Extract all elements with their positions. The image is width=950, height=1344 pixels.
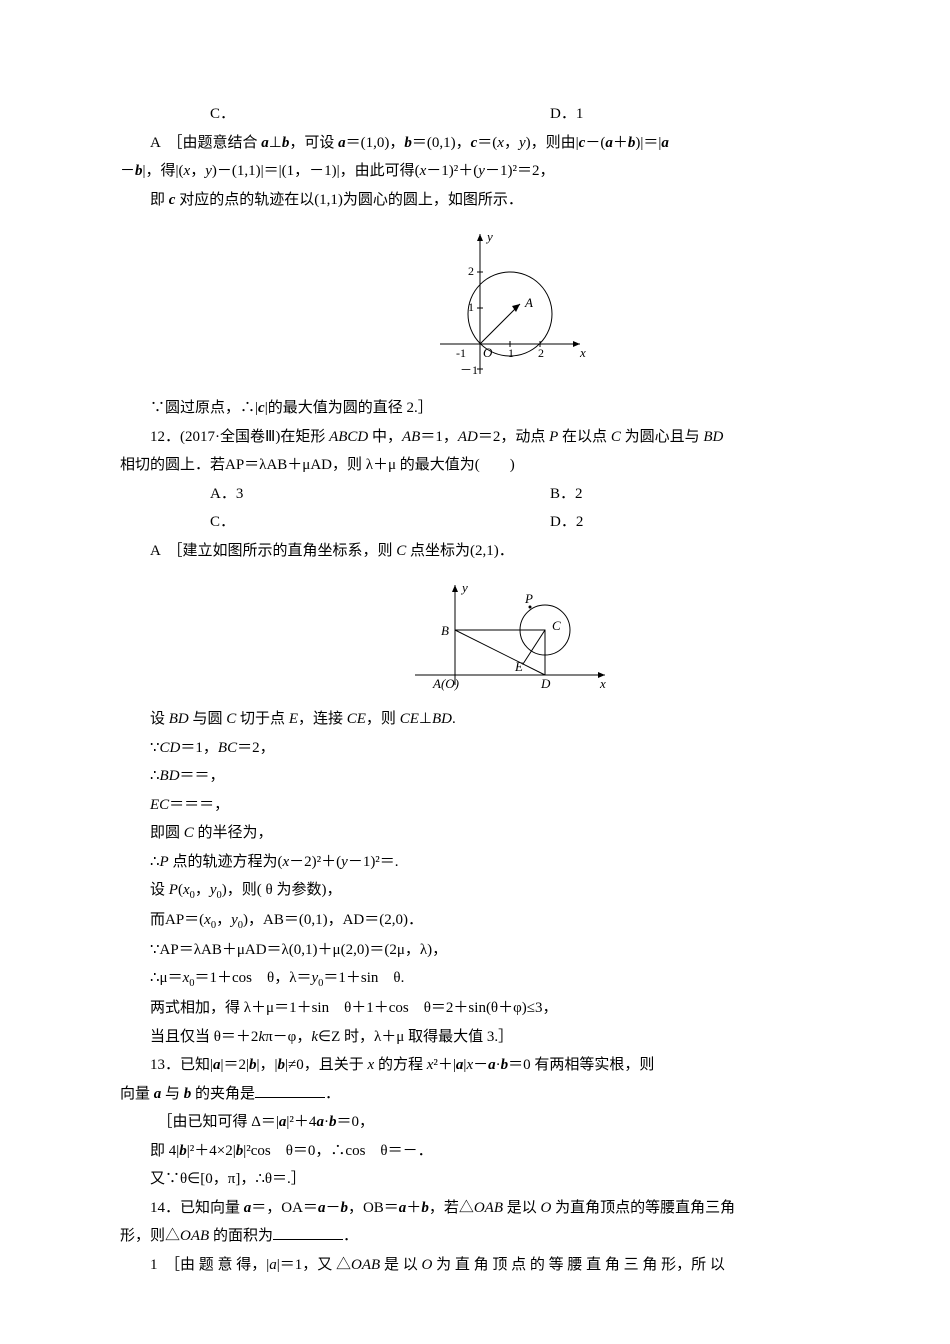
s12-l3: ∵CD＝1，BC＝2，: [120, 734, 890, 763]
s13-l2: 即 4|b|²＋4×2|b|²cos θ＝0，∴cos θ＝－．: [120, 1137, 890, 1166]
svg-text:B: B: [441, 623, 449, 638]
svg-text:E: E: [514, 659, 523, 674]
blank-13[interactable]: [255, 1082, 325, 1098]
svg-text:y: y: [485, 229, 493, 244]
svg-text:y: y: [460, 580, 468, 595]
s12-l4: ∴BD＝＝，: [120, 762, 890, 791]
s14-l1: 1 ［由 题 意 得，|a|＝1，又 △OAB 是 以 O 为 直 角 顶 点 …: [120, 1251, 890, 1280]
q12-option-c: C．: [120, 508, 550, 537]
s12-l8: 设 P(x0，y0)，则( θ 为参数)，: [120, 876, 890, 906]
question-14: 14．已知向量 a＝，OA＝a－b，OB＝a＋b，若△OAB 是以 O 为直角顶…: [120, 1194, 890, 1223]
s12-l6: 即圆 C 的半径为，: [120, 819, 890, 848]
solution-11-line1: A ［由题意结合 a⊥b，可设 a＝(1,0)，b＝(0,1)，c＝(x，y)，…: [120, 129, 890, 158]
figure-2: y x B P C A(O) E D: [120, 575, 890, 695]
svg-text:x: x: [599, 676, 606, 691]
question-12: 12．(2017·全国卷Ⅲ)在矩形 ABCD 中，AB＝1，AD＝2，动点 P …: [120, 423, 890, 452]
question-13-line2: 向量 a 与 b 的夹角是．: [120, 1080, 890, 1109]
svg-text:O: O: [483, 345, 493, 360]
svg-text:x: x: [579, 345, 586, 360]
question-13: 13．已知|a|＝2|b|，|b|≠0，且关于 x 的方程 x²＋|a|x－a·…: [120, 1051, 890, 1080]
solution-11-line3: 即 c 对应的点的轨迹在以(1,1)为圆心的圆上，如图所示．: [120, 186, 890, 215]
svg-text:A(O): A(O): [432, 676, 459, 691]
solution-12-line1: A ［建立如图所示的直角坐标系，则 C 点坐标为(2,1)．: [120, 537, 890, 566]
solution-11-conclusion: ∵圆过原点，∴|c|的最大值为圆的直径 2.］: [120, 394, 890, 423]
svg-text:P: P: [524, 591, 533, 606]
s13-l1: ［由已知可得 Δ＝|a|²＋4a·b＝0，: [120, 1108, 890, 1137]
svg-text:2: 2: [538, 346, 544, 360]
svg-text:A: A: [524, 295, 533, 310]
svg-text:D: D: [540, 676, 551, 691]
s13-l3: 又∵θ∈[0，π]，∴θ＝.］: [120, 1165, 890, 1194]
question-12-line2: 相切的圆上．若AP＝λAB＋μAD，则 λ＋μ 的最大值为( ): [120, 451, 890, 480]
q12-option-d: D．2: [550, 508, 890, 537]
figure-1: y x A 2 1 -1 O 1 2 －1: [120, 224, 890, 384]
svg-text:-1: -1: [456, 346, 466, 360]
s12-l9: 而AP＝(x0，y0)，AB＝(0,1)，AD＝(2,0)．: [120, 906, 890, 936]
s12-l11: ∴μ＝x0＝1＋cos θ，λ＝y0＝1＋sin θ.: [120, 964, 890, 994]
svg-text:1: 1: [468, 300, 474, 314]
option-c: C．: [120, 100, 550, 129]
svg-text:－1: －1: [460, 363, 478, 377]
question-14-line2: 形，则△OAB 的面积为．: [120, 1222, 890, 1251]
q12-option-b: B．2: [550, 480, 890, 509]
s12-l7: ∴P 点的轨迹方程为(x－2)²＋(y－1)²＝.: [120, 848, 890, 877]
svg-text:1: 1: [508, 346, 514, 360]
s12-l2: 设 BD 与圆 C 切于点 E，连接 CE，则 CE⊥BD.: [120, 705, 890, 734]
svg-text:C: C: [552, 618, 561, 633]
s12-l10: ∵AP＝λAB＋μAD＝λ(0,1)＋μ(2,0)＝(2μ，λ)，: [120, 936, 890, 965]
s12-l12: 两式相加，得 λ＋μ＝1＋sin θ＋1＋cos θ＝2＋sin(θ＋φ)≤3，: [120, 994, 890, 1023]
svg-text:2: 2: [468, 264, 474, 278]
s12-l5: EC＝＝＝，: [120, 791, 890, 820]
blank-14[interactable]: [273, 1224, 343, 1240]
q12-option-a: A．3: [120, 480, 550, 509]
option-d: D．1: [550, 100, 890, 129]
solution-11-line2: －b|，得|(x，y)－(1,1)|＝|(1，－1)|，由此可得(x－1)²＋(…: [120, 157, 890, 186]
s12-l13: 当且仅当 θ＝＋2kπ－φ，k∈Z 时，λ＋μ 取得最大值 3.］: [120, 1023, 890, 1052]
